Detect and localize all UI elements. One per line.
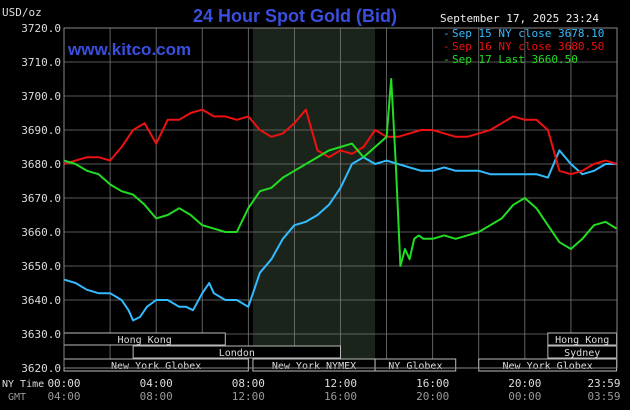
session-label: Sydney	[564, 348, 600, 359]
x-tick-gmt: 20:00	[416, 390, 449, 403]
legend-entry: Sep 17 Last 3660.50	[452, 53, 578, 66]
x-tick-gmt: 16:00	[324, 390, 357, 403]
gmt-label: GMT	[8, 392, 26, 403]
y-tick-label: 3700.0	[21, 90, 61, 103]
x-tick-ny: 16:00	[416, 377, 449, 390]
x-tick-gmt: 08:00	[140, 390, 173, 403]
x-axis-ticks: 00:00 04:00 08:00 12:00 16:00 20:00 23:5904:00…	[47, 377, 620, 403]
session-label: New York Globex	[502, 361, 592, 372]
chart-title: 24 Hour Spot Gold (Bid)	[193, 6, 397, 26]
x-tick-gmt: 04:00	[47, 390, 80, 403]
session-label: London	[219, 348, 255, 359]
legend-marker: -	[443, 27, 450, 40]
legend-entry: Sep 15 NY close 3678.10	[452, 27, 604, 40]
y-tick-label: 3670.0	[21, 192, 61, 205]
unit-label: USD/oz	[2, 6, 42, 19]
session-label: New York Globex	[111, 361, 201, 372]
x-tick-ny: 20:00	[508, 377, 541, 390]
x-tick-ny: 08:00	[232, 377, 265, 390]
y-tick-label: 3720.0	[21, 22, 61, 35]
session-label: NY Globex	[388, 361, 442, 372]
session-label: New York NYMEX	[272, 361, 356, 372]
series-line	[63, 108, 617, 176]
legend-marker: -	[443, 40, 450, 53]
x-tick-ny: 00:00	[47, 377, 80, 390]
series-line	[63, 78, 618, 267]
x-tick-gmt: 00:00	[508, 390, 541, 403]
y-axis-ticks: 3620.0 3630.0 3640.0 3650.0 3660.0 3670.0 3680…	[21, 22, 61, 375]
plot-frame	[63, 27, 618, 369]
datetime-stamp: September 17, 2025 23:24	[440, 12, 599, 25]
session-label: Hong Kong	[555, 335, 609, 346]
x-tick-gmt: 12:00	[232, 390, 265, 403]
y-tick-label: 3650.0	[21, 260, 61, 273]
legend: - Sep 15 NY close 3678.10- Sep 16 NY close…	[443, 27, 604, 66]
legend-marker: -	[443, 53, 450, 66]
y-tick-label: 3620.0	[21, 362, 61, 375]
x-tick-ny: 23:59	[587, 377, 620, 390]
x-tick-ny: 12:00	[324, 377, 357, 390]
y-tick-label: 3690.0	[21, 124, 61, 137]
session-label: Hong Kong	[118, 335, 172, 346]
y-tick-label: 3660.0	[21, 226, 61, 239]
y-tick-label: 3710.0	[21, 56, 61, 69]
series-line	[63, 149, 617, 322]
session-box	[132, 345, 341, 359]
y-tick-label: 3640.0	[21, 294, 61, 307]
legend-entry: Sep 16 NY close 3680.50	[452, 40, 604, 53]
price-series	[63, 78, 618, 322]
ny-time-label: NY Time	[2, 379, 44, 390]
x-tick-ny: 04:00	[140, 377, 173, 390]
y-tick-label: 3630.0	[21, 328, 61, 341]
y-tick-label: 3680.0	[21, 158, 61, 171]
site-url: www.kitco.com	[67, 40, 191, 59]
x-tick-gmt: 03:59	[587, 390, 620, 403]
